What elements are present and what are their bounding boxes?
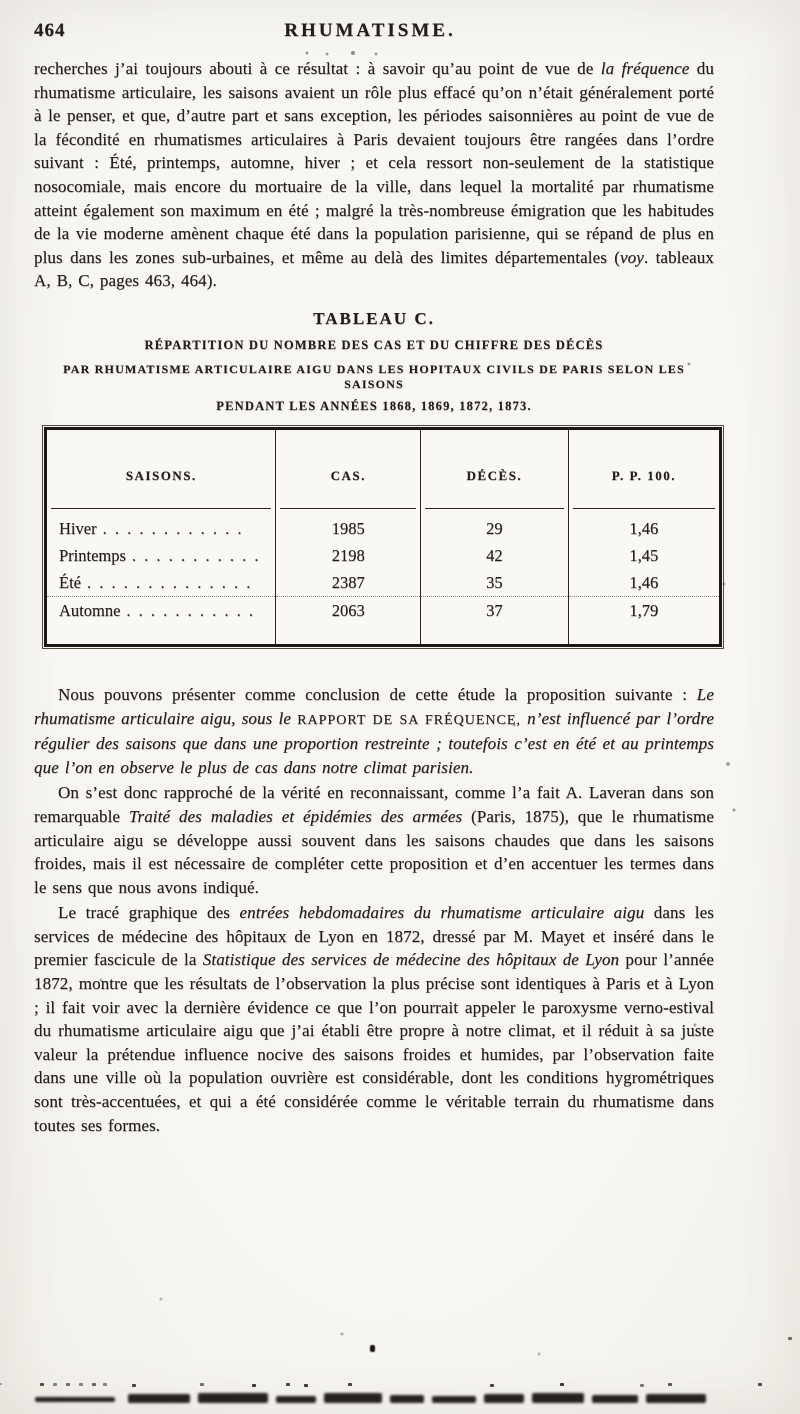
cas-value: 2198 [331,545,365,565]
table-subtitle-3: PENDANT LES ANNÉES 1868, 1869, 1872, 187… [216,398,532,413]
cas-value: 1985 [331,518,365,538]
text-column: recherches j’ai toujours abouti à ce rés… [34,57,724,1137]
scan-artifact-fragment [432,1396,476,1403]
dot-leader: . . . . . . . . . . . . [102,518,244,538]
dot-leader: . . . . . . . . . . . [131,545,261,565]
data-table: SAISONS. Hiver. . . . . . . . . . . . Pr… [42,424,724,649]
text-run-italic: voy [620,247,644,267]
text-run-italic: n’est influencé par l’ordre régulier des… [34,708,714,777]
scan-artifact-fragment [198,1393,268,1403]
text-run-italic: entrées hebdomadaires du rhumatisme arti… [239,903,645,923]
dot-leader: . . . . . . . . . . . [126,600,256,620]
season-label: Printemps [59,545,126,565]
running-title: RHUMATISME. [284,20,456,41]
deces-value: 35 [420,569,568,597]
scan-artifact-fragment [484,1394,524,1403]
text-run-smallcaps: RAPPORT DE SA FRÉQUENCE, [297,712,521,728]
scan-artifact-fragment [35,1397,115,1402]
text-run: Le tracé graphique des [58,903,240,923]
table-column-deces: DÉCÈS. 29 42 35 37 [419,429,568,644]
scan-artifact-center-mark [370,1345,375,1352]
table-column-saisons: SAISONS. Hiver. . . . . . . . . . . . Pr… [47,430,276,644]
scan-artifact-fragment [532,1393,584,1403]
scan-artifact-fragment [592,1395,638,1403]
table-subtitle-2: PAR RHUMATISME ARTICULAIRE AIGU DANS LES… [63,361,685,391]
cas-value: 2387 [276,569,420,597]
scan-artifact-fragment [128,1394,190,1403]
column-header-deces: DÉCÈS. [424,444,564,509]
deces-value: 29 [486,518,503,538]
deces-value: 37 [486,600,503,620]
page-number: 464 [34,20,66,41]
pp100-value: 1,46 [629,518,659,538]
pp100-value: 1,46 [568,569,719,597]
paragraph-laveran: On s’est donc rapproché de la vérité en … [34,781,714,899]
text-run: dans les services de médecine des hôpita… [34,903,714,970]
table-row-printemps-season: Printemps. . . . . . . . . . . [47,542,275,569]
table-column-pp100: P. P. 100. 1,46 1,45 1,46 1,79 [567,429,719,644]
paragraph-conclusion: Nous pouvons présenter comme conclusion … [34,683,714,779]
paragraph-frequence: recherches j’ai toujours abouti à ce rés… [34,57,714,293]
scan-artifact-fragment [390,1395,424,1403]
scan-artifact-cutoff-line [0,1392,800,1410]
cas-value: 2063 [331,600,365,620]
table-title: TABLEAU C. [313,308,435,328]
table-subtitle-1: RÉPARTITION DU NOMBRE DES CAS ET DU CHIF… [144,337,604,352]
scan-artifact-fragment [276,1396,316,1403]
deces-value: 42 [486,545,503,565]
paragraph-lyon: Le tracé graphique des entrées hebdomada… [34,901,714,1137]
table-row-ete-season: Été . . . . . . . . . . . . . . [47,569,276,597]
page-header: 464 RHUMATISME. [34,20,766,50]
text-run-italic: Traité des maladies et épidémies des arm… [128,806,463,826]
table-row-automne-season: Automne. . . . . . . . . . . [47,597,275,624]
column-header-cas: CAS. [280,444,416,509]
table-row-hiver-season: Hiver. . . . . . . . . . . . [47,515,275,542]
season-label: Automne [59,600,121,620]
pp100-value: 1,45 [629,545,659,565]
pp100-value: 1,79 [629,600,659,620]
scan-noise-specks [0,1383,2,1385]
table-column-cas: CAS. 1985 2198 2387 2063 [275,429,420,644]
column-header-saisons: SAISONS. [51,444,272,509]
text-run: recherches j’ai toujours abouti à ce rés… [34,59,601,78]
season-label: Été [59,572,81,592]
dot-leader: . . . . . . . . . . . . . . [87,572,253,592]
text-run: Nous pouvons présenter comme conclusion … [58,684,697,704]
text-run-italic: Statistique des services de médecine des… [202,950,620,970]
season-label: Hiver [59,518,97,538]
scan-artifact-fragment [646,1394,706,1403]
text-run-italic: la fréquence [600,59,690,78]
text-run: du rhumatisme articulaire, les saisons a… [34,59,714,267]
scan-artifact-fragment [324,1393,382,1403]
text-run-italic: Le rhumatisme articulaire aigu, sous le [34,684,714,728]
text-run: (Paris, 1875), que le rhumatisme articul… [34,806,714,897]
text-run: . tableaux A, B, C, pages 463, 464). [34,247,714,291]
text-run: On s’est donc rapproché de la vérité en … [34,783,714,826]
column-header-pp100: P. P. 100. [572,444,715,509]
scan-artifact-dotted-row [40,1383,44,1386]
text-run: pour l’année 1872, montre que les résult… [34,950,715,1135]
